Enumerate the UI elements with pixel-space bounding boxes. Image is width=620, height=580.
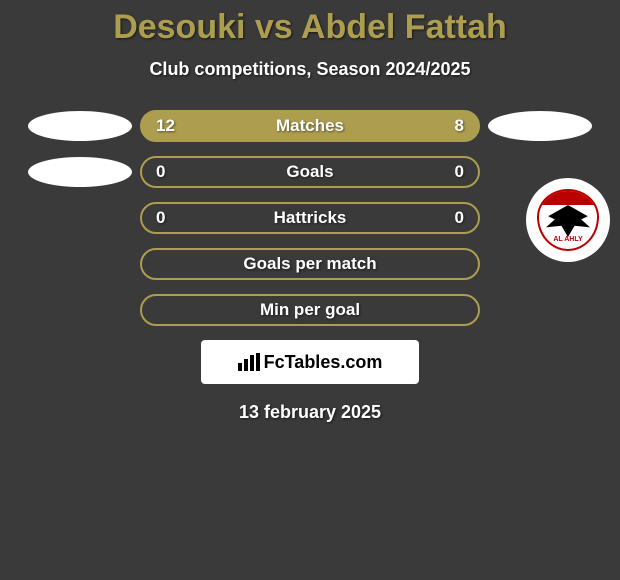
stat-row: Min per goal — [0, 294, 620, 326]
stat-left-value: 0 — [156, 208, 184, 228]
stat-right-value: 0 — [436, 162, 464, 182]
stat-right-value: 8 — [436, 116, 464, 136]
badge-text: AL AHLY — [539, 236, 597, 243]
stat-left-value: 0 — [156, 162, 184, 182]
spacer — [20, 157, 140, 187]
stat-bar-goals: 0 Goals 0 — [140, 156, 480, 188]
stat-label: Goals per match — [243, 254, 376, 274]
player-right-marker — [480, 111, 600, 141]
stat-left-value: 12 — [156, 116, 184, 136]
stat-bar-mpg: Min per goal — [140, 294, 480, 326]
bars-chart-icon — [238, 353, 260, 371]
stat-label: Goals — [286, 162, 333, 182]
club-crest-icon: AL AHLY — [537, 189, 599, 251]
stat-bar-matches: 12 Matches 8 — [140, 110, 480, 142]
stat-row: 12 Matches 8 — [0, 110, 620, 142]
ellipse-icon — [488, 111, 592, 141]
stat-row: Goals per match — [0, 248, 620, 280]
page-title: Desouki vs Abdel Fattah — [0, 8, 620, 47]
stat-label: Min per goal — [260, 300, 360, 320]
stat-bar-hattricks: 0 Hattricks 0 — [140, 202, 480, 234]
brand-text: FcTables.com — [264, 352, 383, 373]
subtitle: Club competitions, Season 2024/2025 — [0, 59, 620, 80]
stat-label: Matches — [276, 116, 344, 136]
stat-label: Hattricks — [274, 208, 347, 228]
ellipse-icon — [28, 157, 132, 187]
player-left-marker — [20, 111, 140, 141]
stat-row: 0 Goals 0 — [0, 156, 620, 188]
stat-bar-gpm: Goals per match — [140, 248, 480, 280]
stat-right-value: 0 — [436, 208, 464, 228]
club-badge: AL AHLY — [526, 178, 610, 262]
brand-box[interactable]: FcTables.com — [201, 340, 419, 384]
date-label: 13 february 2025 — [0, 402, 620, 423]
comparison-card: Desouki vs Abdel Fattah Club competition… — [0, 0, 620, 423]
ellipse-icon — [28, 111, 132, 141]
